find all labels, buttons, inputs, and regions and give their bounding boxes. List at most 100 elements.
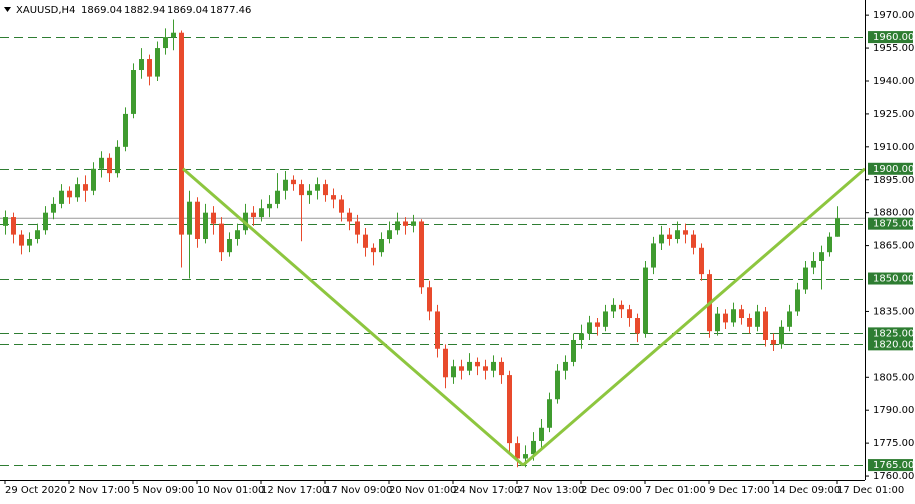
candle-body [459, 366, 464, 371]
candle-body [811, 260, 816, 268]
candle-body [235, 230, 240, 240]
candle-body [731, 309, 736, 323]
candle-body [651, 243, 656, 268]
candle-body [595, 322, 600, 327]
candle-body [251, 212, 256, 218]
candle-body [507, 375, 512, 444]
candle-body [147, 59, 152, 77]
candle-body [779, 326, 784, 345]
candle-body [203, 212, 208, 240]
candle-body [635, 318, 640, 334]
x-tick-label: 27 Nov 13:00 [517, 485, 584, 496]
candle-body [483, 366, 488, 371]
candle-body [307, 190, 312, 196]
x-tick-label: 9 Dec 17:00 [709, 485, 770, 496]
candle-body [99, 157, 104, 169]
candle-body [587, 322, 592, 334]
x-tick-label: 14 Dec 09:00 [773, 485, 840, 496]
candle-body [379, 239, 384, 253]
candle-body [267, 203, 272, 209]
x-tick-label: 17 Dec 01:00 [837, 485, 904, 496]
candle-body [467, 361, 472, 371]
candle-body [195, 201, 200, 240]
candle-body [27, 239, 32, 246]
candle-body [179, 32, 184, 235]
candle-body [547, 399, 552, 428]
candle-body [835, 218, 840, 237]
y-tick-label: 1880.00 [873, 208, 914, 219]
x-tick-label: 17 Nov 09:00 [325, 485, 392, 496]
x-tick-label: 10 Nov 01:00 [197, 485, 264, 496]
y-tick-label: 1940.00 [873, 76, 914, 87]
candle-body [667, 234, 672, 240]
candle-body [163, 37, 168, 49]
x-tick-label: 12 Nov 17:00 [261, 485, 328, 496]
candle-body [43, 212, 48, 231]
level-label: 1825.00 [873, 328, 914, 339]
candle-body [475, 361, 480, 367]
level-label-box [868, 162, 913, 175]
level-label-box [868, 217, 913, 230]
candle-body [51, 203, 56, 213]
level-label: 1875.00 [873, 219, 914, 230]
candle-body [539, 427, 544, 441]
candle-body [523, 454, 528, 459]
candle-body [83, 184, 88, 191]
x-tick-label: 2 Nov 17:00 [69, 485, 130, 496]
trendline [522, 167, 866, 467]
candle-body [115, 146, 120, 174]
candle-body [627, 309, 632, 319]
candle-body [531, 440, 536, 455]
candle-body [275, 190, 280, 204]
level-label-box [868, 272, 913, 285]
symbol: XAUUSD,H4 [16, 5, 75, 16]
candle-body [747, 318, 752, 327]
y-tick-label: 1925.00 [873, 109, 914, 120]
candle-body [291, 179, 296, 185]
candle-body [187, 201, 192, 235]
candle-body [395, 221, 400, 231]
header-close: 1877.46 [210, 5, 251, 16]
y-tick-label: 1955.00 [873, 43, 914, 54]
level-label: 1765.00 [873, 460, 914, 471]
candle-body [819, 252, 824, 261]
x-tick-label: 2 Dec 09:00 [581, 485, 642, 496]
candle-body [643, 267, 648, 334]
y-tick-label: 1790.00 [873, 405, 914, 416]
candle-body [331, 195, 336, 200]
candle-body [571, 339, 576, 362]
candle-body [579, 333, 584, 340]
candle-body [107, 157, 112, 174]
candle-body [555, 370, 560, 400]
plot-area [0, 19, 866, 468]
y-tick-label: 1865.00 [873, 241, 914, 252]
candle-body [387, 230, 392, 240]
x-tick-label: 24 Nov 17:00 [453, 485, 520, 496]
candle-body [347, 212, 352, 222]
level-label: 1820.00 [873, 339, 914, 350]
candle-body [795, 289, 800, 312]
candle-body [75, 184, 80, 198]
level-label-box [868, 31, 913, 44]
candle-body [699, 247, 704, 275]
candle-body [435, 311, 440, 349]
y-tick-label: 1970.00 [873, 10, 914, 21]
x-tick-label: 7 Dec 01:00 [645, 485, 706, 496]
candle-body [171, 32, 176, 38]
candle-body [755, 311, 760, 327]
candle-body [339, 199, 344, 213]
candle-body [283, 179, 288, 191]
header-open: 1869.04 [81, 5, 122, 16]
y-tick-label: 1910.00 [873, 142, 914, 153]
candle-body [259, 208, 264, 218]
candle-body [739, 309, 744, 319]
candle-body [411, 221, 416, 226]
menu-triangle[interactable] [4, 7, 11, 12]
candle-body [227, 239, 232, 253]
candle-body [691, 234, 696, 248]
candle-body [491, 361, 496, 371]
candle-body [35, 230, 40, 240]
candle-body [611, 304, 616, 312]
